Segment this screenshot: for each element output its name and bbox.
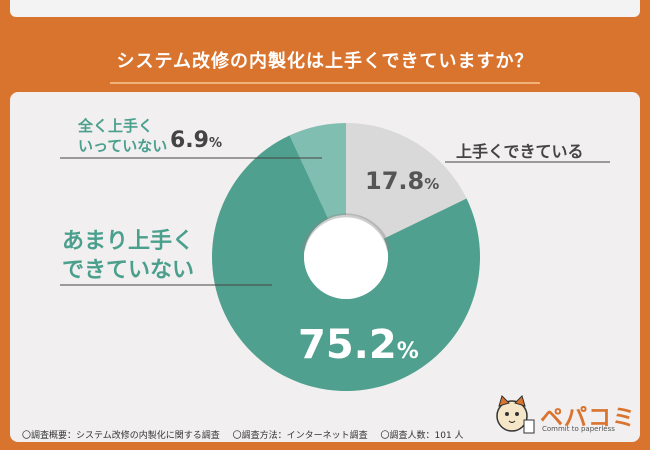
slice-well: [346, 123, 467, 239]
value-well-unit: %: [424, 175, 440, 193]
label-not-well-line1: あまり上手く: [62, 229, 195, 254]
label-well: 上手くできている: [456, 142, 584, 161]
top-card-edge: [10, 0, 640, 17]
label-not-well: あまり上手く できていない: [62, 227, 194, 285]
value-well-number: 17.8: [365, 167, 425, 195]
donut-hole-shadow: [301, 213, 391, 251]
logo-tagline: Commit to paperless: [542, 425, 615, 433]
title-band: [0, 38, 650, 86]
value-not-at-all-number: 6.9: [170, 128, 209, 153]
label-not-at-all-line2: いっていない: [78, 137, 168, 155]
value-not-at-all: 6.9%: [170, 128, 222, 153]
value-not-at-all-unit: %: [208, 136, 223, 151]
logo-name: ペパコミ: [540, 405, 636, 431]
chart-title: システム改修の内製化は上手くできていますか？: [116, 51, 534, 72]
title-underline: [110, 82, 540, 84]
cat-mascot-icon: [496, 395, 535, 434]
slice-not-at-all: [289, 123, 346, 219]
value-not-well-number: 75.2: [298, 322, 397, 368]
value-not-well: 75.2%: [298, 322, 419, 368]
value-well: 17.8%: [365, 167, 439, 195]
survey-footer: 〇調査概要：システム改修の内製化に関する調査 〇調査方法：インターネット調査 〇…: [22, 428, 474, 441]
top-strip: [0, 0, 650, 24]
footer-method: 〇調査方法：インターネット調査: [232, 431, 368, 441]
donut-hole: [304, 215, 388, 299]
label-not-at-all: 全く上手く いっていない: [78, 116, 167, 156]
slice-not-well: [212, 135, 481, 391]
footer-overview: 〇調査概要：システム改修の内製化に関する調査: [22, 431, 220, 441]
value-not-well-unit: %: [396, 339, 419, 364]
label-not-well-line2: できていない: [62, 258, 195, 283]
footer-count: 〇調査人数：101 人: [380, 431, 464, 441]
label-not-at-all-line1: 全く上手く: [78, 117, 154, 135]
